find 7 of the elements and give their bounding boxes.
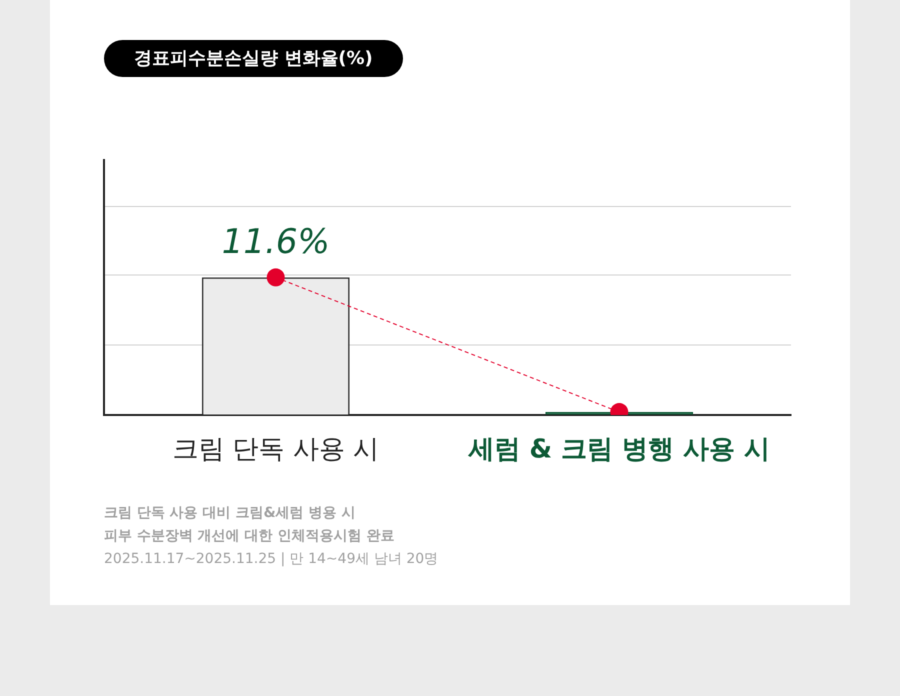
data-label: 11.6% <box>222 222 330 262</box>
text: 2025.11.17~2025.11.25 | 만 14~49세 남녀 20명 <box>104 550 438 569</box>
text: 피부 수분장벽 개선에 대한 인체적용시험 완료 <box>104 527 396 546</box>
text: 크림 단독 사용 대비 크림&세럼 병용 시 <box>104 504 356 523</box>
x-tick-label: 세럼 & 크림 병행 사용 시 <box>467 434 770 464</box>
chart-title: 경표피수분손실량 변화율(%) <box>104 40 403 77</box>
x-tick-label: 크림 단독 사용 시 <box>172 434 380 464</box>
